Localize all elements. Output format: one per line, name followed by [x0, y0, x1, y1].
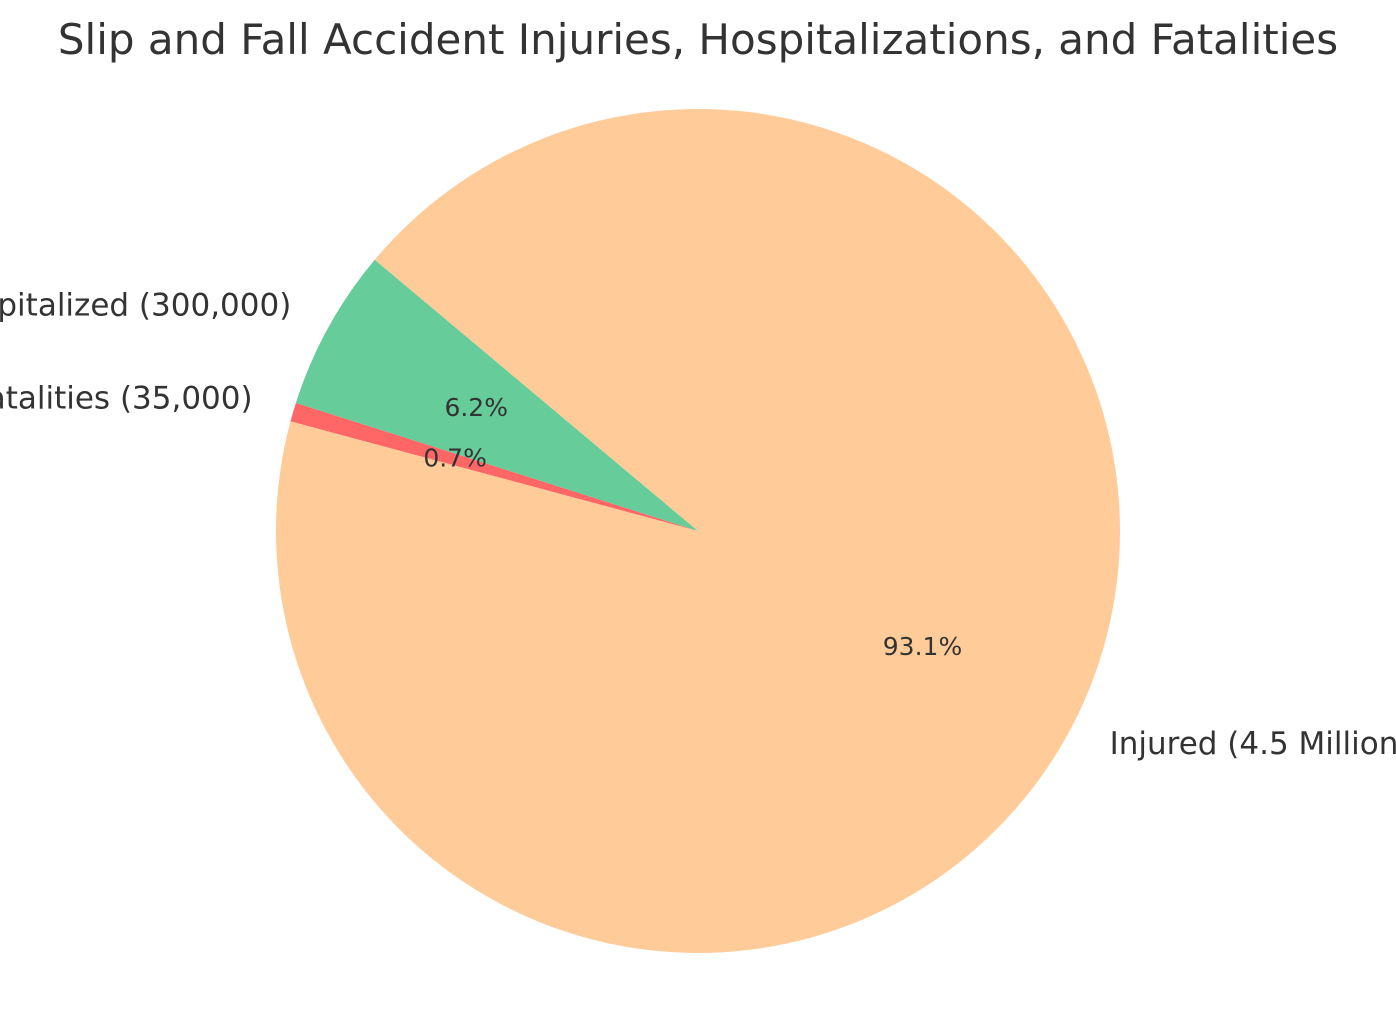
slice-label-injured: Injured (4.5 Million)	[1110, 726, 1396, 762]
pie-labels: Hospitalized (300,000) 6.2% Fatalities (35…	[0, 288, 1396, 762]
pie-slices	[276, 108, 1121, 953]
pie-slice-fatalities	[290, 402, 698, 531]
slice-label-hospitalized: Hospitalized (300,000)	[0, 288, 291, 324]
pie-slice-hospitalized	[295, 259, 698, 531]
slice-percent-fatalities: 0.7%	[423, 444, 487, 473]
pie-slice-injured	[276, 108, 1121, 953]
slice-percent-hospitalized: 6.2%	[444, 393, 508, 422]
chart-title: Slip and Fall Accident Injuries, Hospita…	[58, 15, 1338, 64]
slice-percent-injured: 93.1%	[883, 632, 962, 661]
slice-label-fatalities: Fatalities (35,000)	[0, 381, 253, 417]
